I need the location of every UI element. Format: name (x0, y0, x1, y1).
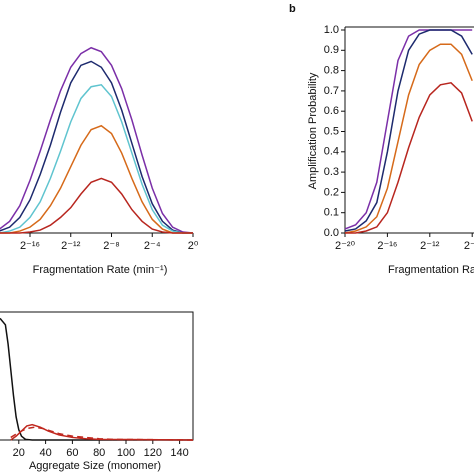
x-tick-label: 140 (170, 447, 188, 459)
y-tick-label: 0.5 (324, 125, 339, 137)
x-axis-label: Fragmentation Rate (min⁻¹) (33, 264, 168, 276)
data-line (0, 124, 193, 234)
x-tick-label: 2⁻⁸ (103, 240, 120, 252)
x-tick-label: 2⁻¹⁶ (20, 240, 40, 252)
data-line (344, 29, 473, 230)
x-tick-label: 60 (66, 447, 78, 459)
x-tick-label: 2⁰ (188, 240, 199, 252)
x-tick-label: 100 (117, 447, 135, 459)
data-line (0, 83, 193, 234)
x-axis-label: Aggregate Size (monomer) (29, 460, 161, 472)
y-tick-label: 0.7 (324, 85, 339, 97)
y-tick-label: 0.2 (324, 186, 339, 198)
plot-frame (0, 311, 194, 441)
x-tick-label: 2⁻¹² (61, 240, 81, 252)
panel-label: b (289, 3, 296, 15)
x-tick-label: 2⁻⁸ (464, 240, 474, 252)
y-tick-label: 0.4 (324, 146, 339, 158)
data-line (0, 317, 193, 441)
x-axis-label: Fragmentation Rate (min⁻¹) (388, 264, 474, 276)
data-line (0, 177, 193, 234)
x-tick-label: 20 (13, 447, 25, 459)
x-tick-label: 2⁻²⁰ (335, 240, 356, 252)
y-tick-label: 0.0 (324, 227, 339, 239)
x-tick-label: 2⁻¹² (420, 240, 440, 252)
x-tick-label: 2⁻¹⁶ (377, 240, 397, 252)
x-tick-label: 80 (93, 447, 105, 459)
y-tick-label: 1.0 (324, 24, 339, 36)
data-line (345, 81, 473, 234)
data-line (10, 423, 194, 441)
data-line (0, 46, 194, 234)
data-line (344, 43, 473, 234)
y-tick-label: 0.6 (324, 105, 339, 117)
data-line (10, 426, 194, 441)
x-tick-label: 2⁻⁴ (144, 240, 161, 252)
x-tick-label: 40 (39, 447, 51, 459)
y-tick-label: 0.9 (324, 44, 339, 56)
x-tick-label: 120 (144, 447, 162, 459)
y-axis-label: Amplification Probability (307, 72, 319, 189)
data-line (344, 29, 473, 232)
y-tick-label: 0.8 (324, 65, 339, 77)
data-line (0, 60, 193, 234)
y-tick-label: 0.1 (324, 207, 339, 219)
y-tick-label: 0.3 (324, 166, 339, 178)
